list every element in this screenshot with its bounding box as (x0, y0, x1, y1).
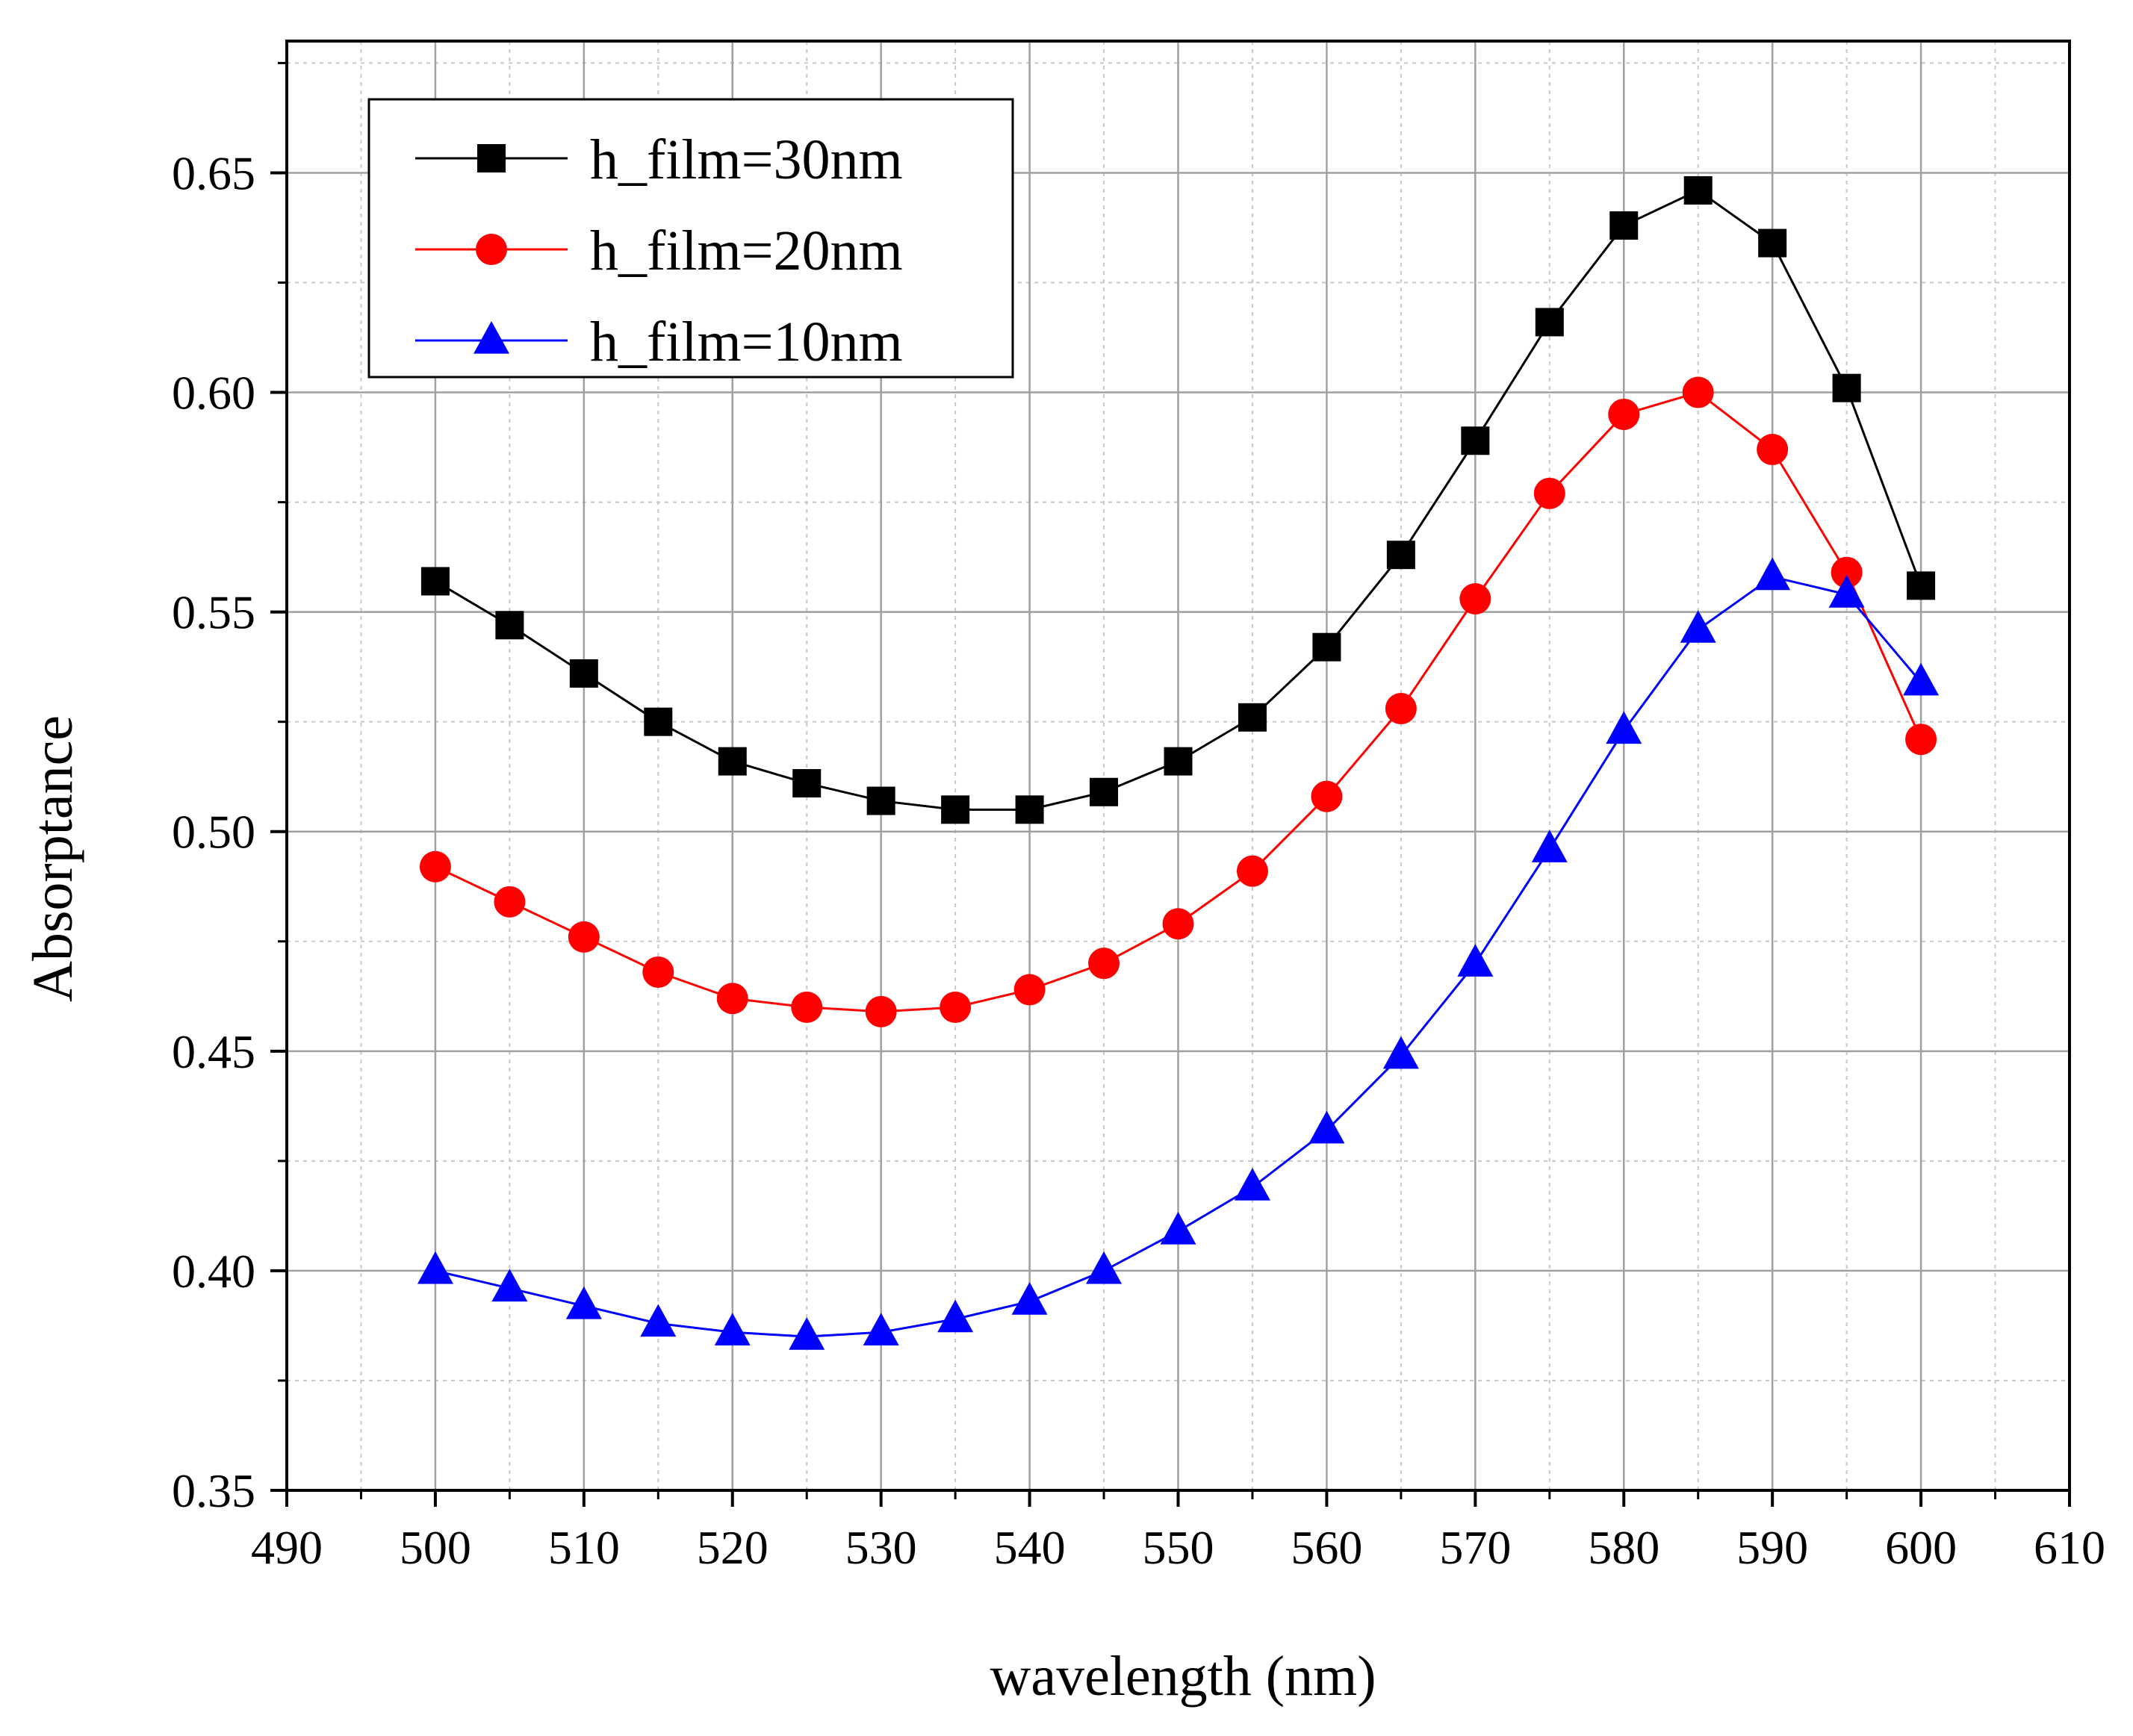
data-point-h-film-20nm (419, 850, 451, 883)
data-point-h-film-20nm (568, 921, 600, 953)
legend-box (367, 98, 1014, 379)
data-point-h-film-20nm (1311, 780, 1343, 812)
x-tick-label: 610 (2034, 1521, 2105, 1574)
legend-label: h_film=20nm (590, 220, 903, 282)
data-point-h-film-10nm (417, 1251, 453, 1284)
x-tick-label: 540 (994, 1521, 1066, 1574)
data-point-h-film-30nm (1386, 541, 1415, 570)
data-point-h-film-30nm (1461, 426, 1490, 455)
y-tick-label: 0.50 (172, 806, 255, 859)
data-point-h-film-30nm (1832, 373, 1861, 402)
data-point-h-film-30nm (1609, 211, 1639, 240)
data-point-h-film-20nm (1236, 855, 1268, 887)
data-point-h-film-10nm (1531, 830, 1568, 862)
data-point-h-film-30nm (1907, 571, 1936, 600)
data-point-h-film-10nm (1754, 557, 1791, 591)
data-point-h-film-10nm (714, 1313, 751, 1345)
data-point-h-film-30nm (1758, 228, 1787, 258)
x-tick-label: 520 (697, 1521, 769, 1574)
legend-label: h_film=30nm (590, 128, 903, 191)
y-tick-label: 0.55 (172, 586, 255, 639)
data-point-h-film-30nm (1238, 703, 1267, 732)
data-point-h-film-10nm (1234, 1168, 1270, 1201)
data-point-h-film-30nm (1683, 175, 1713, 205)
data-point-h-film-20nm (1088, 948, 1120, 980)
data-point-h-film-30nm (644, 707, 673, 736)
x-tick-label: 510 (548, 1521, 620, 1574)
data-point-h-film-20nm (494, 886, 526, 918)
data-point-h-film-30nm (1312, 632, 1341, 662)
data-point-h-film-10nm (789, 1317, 825, 1350)
x-axis-title: wavelength (nm) (990, 1645, 1376, 1708)
data-point-h-film-10nm (1382, 1036, 1419, 1069)
data-point-h-film-30nm (1090, 777, 1119, 806)
data-point-h-film-10nm (1457, 944, 1494, 977)
data-point-h-film-10nm (1086, 1251, 1123, 1284)
legend: h_film=30nm h_film=20nm h_film=10nm (367, 98, 1014, 379)
data-point-h-film-10nm (937, 1299, 974, 1333)
y-tick-label: 0.45 (172, 1025, 255, 1078)
data-point-h-film-20nm (865, 995, 897, 1027)
series (417, 175, 1940, 1350)
data-point-h-film-10nm (1828, 575, 1865, 608)
data-point-h-film-20nm (716, 983, 748, 1015)
data-point-h-film-20nm (642, 956, 674, 988)
data-point-h-film-20nm (1757, 434, 1789, 466)
y-tick-label: 0.40 (172, 1245, 255, 1298)
data-point-h-film-10nm (1011, 1282, 1048, 1315)
data-point-h-film-20nm (1162, 908, 1194, 940)
x-tick-label: 490 (251, 1521, 323, 1574)
data-point-h-film-20nm (940, 992, 972, 1023)
data-point-h-film-30nm (569, 659, 598, 688)
x-tick-label: 570 (1439, 1521, 1511, 1574)
y-tick-label: 0.35 (172, 1464, 255, 1517)
y-axis-title: Absorptance (22, 715, 84, 1002)
data-point-h-film-10nm (1160, 1211, 1196, 1245)
x-tick-label: 590 (1736, 1521, 1808, 1574)
data-point-h-film-20nm (1682, 376, 1714, 408)
y-tick-label: 0.60 (172, 367, 255, 420)
data-point-h-film-30nm (1535, 308, 1564, 337)
x-tick-label: 550 (1143, 1521, 1214, 1574)
data-point-h-film-10nm (491, 1269, 528, 1302)
data-point-h-film-20nm (1013, 974, 1046, 1006)
data-point-h-film-10nm (863, 1313, 899, 1345)
data-point-h-film-10nm (1308, 1110, 1345, 1144)
data-point-h-film-30nm (420, 567, 450, 596)
data-point-h-film-30nm (1164, 747, 1193, 776)
data-point-h-film-30nm (866, 786, 895, 815)
legend-marker (474, 320, 509, 354)
data-point-h-film-10nm (1903, 662, 1940, 696)
data-point-h-film-20nm (1905, 724, 1937, 756)
data-point-h-film-30nm (1015, 795, 1044, 824)
data-point-h-film-30nm (495, 611, 524, 640)
x-tick-label: 500 (400, 1521, 471, 1574)
data-point-h-film-20nm (1831, 556, 1863, 588)
x-tick-label: 530 (845, 1521, 917, 1574)
data-point-h-film-30nm (792, 769, 822, 798)
legend-marker (476, 234, 507, 265)
data-point-h-film-20nm (1385, 693, 1417, 725)
data-point-h-film-20nm (791, 992, 823, 1023)
data-point-h-film-10nm (1680, 610, 1716, 643)
x-tick-label: 580 (1588, 1521, 1659, 1574)
data-point-h-film-30nm (941, 795, 970, 824)
x-tick-label: 560 (1291, 1521, 1362, 1574)
data-point-h-film-20nm (1608, 398, 1640, 430)
axes: 490 500 510 520 530 540 550 560 570 580 590 600 610 0… (172, 40, 2105, 1574)
data-point-h-film-10nm (1606, 711, 1642, 744)
data-point-h-film-30nm (718, 747, 747, 776)
data-point-h-film-10nm (565, 1286, 602, 1319)
data-point-h-film-10nm (640, 1304, 677, 1337)
x-tick-label: 600 (1885, 1521, 1957, 1574)
data-point-h-film-20nm (1533, 477, 1565, 509)
legend-label: h_film=10nm (590, 311, 903, 373)
y-tick-label: 0.65 (172, 146, 255, 199)
legend-marker (477, 144, 506, 172)
data-point-h-film-20nm (1459, 582, 1491, 615)
